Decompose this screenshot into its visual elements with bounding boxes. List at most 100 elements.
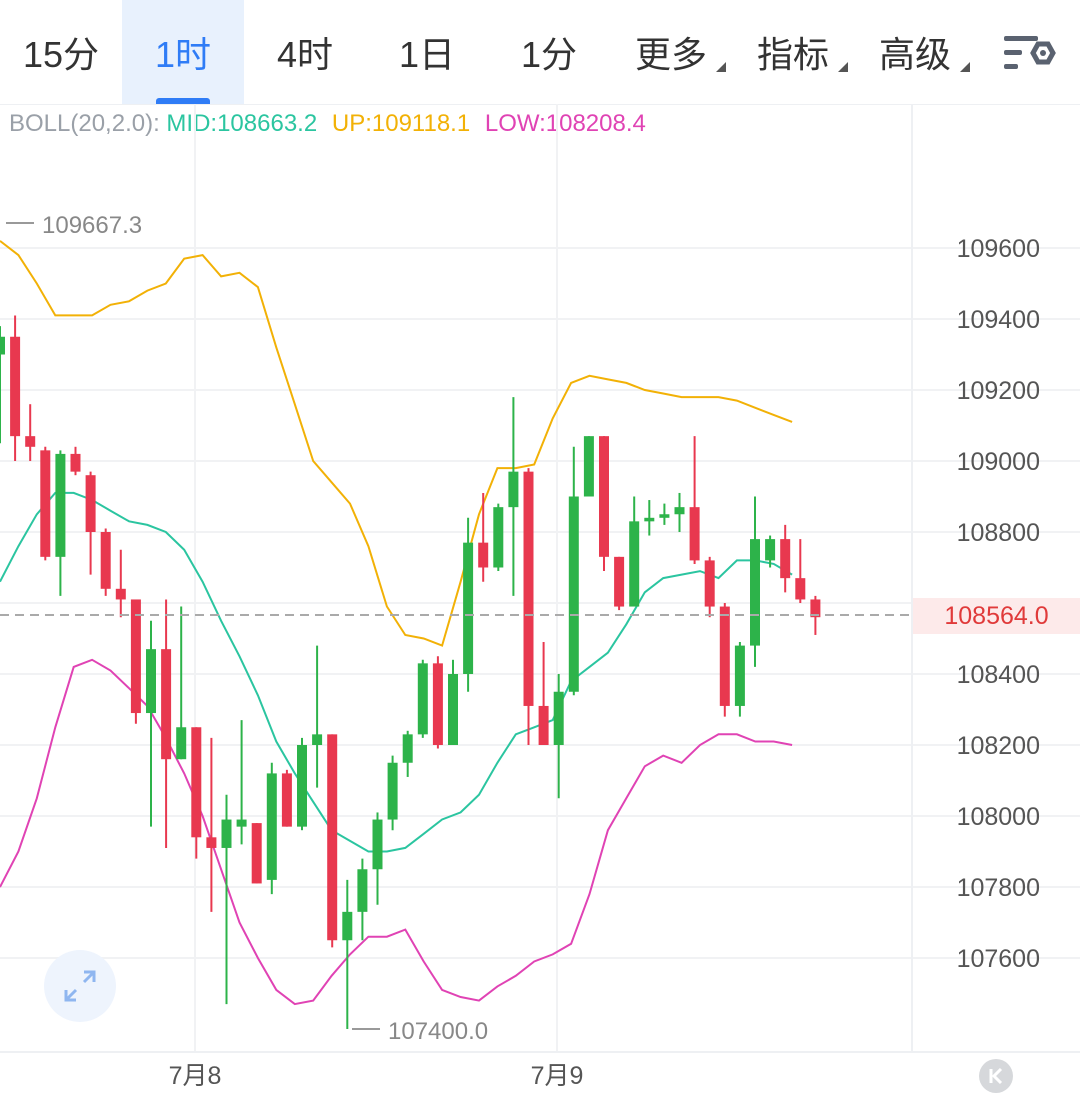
candle-body [719,606,730,706]
boll-lower-line [0,658,793,1006]
tab-1d[interactable]: 1日 [366,0,488,104]
candle-body [372,819,383,870]
fullscreen-button[interactable] [44,950,116,1022]
candle [85,471,96,575]
high-marker: 109667.3 [6,212,142,239]
candle-body [130,599,141,714]
tab-1m[interactable]: 1分 [488,0,610,104]
y-tick-label: 108200 [957,732,1040,760]
tab-label: 更多 [634,34,707,75]
candle-body [750,539,760,646]
candle-body [55,453,66,557]
candle-body [478,542,489,568]
x-tick-label: 7月8 [169,1062,222,1090]
candle-body [266,773,277,880]
tab-label: 4时 [276,34,334,75]
candle-body [251,823,262,884]
candle-body [25,436,36,447]
candle [583,436,594,497]
tab-advanced[interactable]: 高级 [854,0,976,104]
tab-4h[interactable]: 4时 [244,0,366,104]
candle [417,659,428,738]
candle-body [191,727,202,838]
candle [493,503,504,572]
candle-body [689,507,700,561]
candle-body [115,588,126,600]
candle-body [342,911,353,941]
candle [130,599,141,724]
candlestick-chart[interactable]: 109600 109400 109200 109000 108800 108400 1082… [0,104,1080,1100]
candle [432,656,443,749]
candle [478,492,489,582]
candle [750,496,760,667]
candle-body [0,336,5,355]
boll-upper-line [0,240,793,647]
candle-body [493,507,504,568]
candle-body [795,578,806,600]
y-tick-label: 108000 [957,803,1040,831]
dropdown-triangle-icon [960,62,970,72]
low-marker-label: 107400.0 [388,1018,488,1045]
candle [0,326,5,444]
candle-body [176,727,187,760]
candle [463,517,474,692]
candle [599,436,609,572]
low-marker: 107400.0 [352,1018,488,1045]
chart-settings-button[interactable] [1000,30,1060,80]
candle-body [40,450,51,557]
y-axis: 109600 109400 109200 109000 108800 108400 1082… [957,235,1040,973]
candle-body [387,762,398,820]
candle-body [463,542,474,674]
boll-low-value: LOW:108208.4 [484,110,646,137]
candle [281,769,292,827]
high-marker-label: 109667.3 [42,212,142,239]
settings-sliders-icon [1004,36,1056,69]
candle-body [236,819,247,827]
tab-label: 1时 [154,34,212,75]
candle [402,730,413,777]
candle [191,727,202,859]
candle [719,603,730,717]
boll-indicator-legend: BOLL(20,2.0): MID:108663.2 UP:109118.1 L… [9,110,654,138]
candle [161,599,172,848]
candle [387,755,398,831]
candle [176,606,187,760]
tab-label: 1日 [398,34,456,75]
tab-15m[interactable]: 15分 [0,0,122,104]
candles [0,315,821,1029]
scroll-to-latest-button[interactable] [979,1059,1013,1093]
candle [795,539,806,603]
y-tick-label: 108800 [957,519,1040,547]
candle [115,549,126,618]
dropdown-triangle-icon [838,62,848,72]
tab-indicators[interactable]: 指标 [732,0,854,104]
tab-label: 15分 [22,34,100,75]
candle-body [568,496,579,692]
boll-name: BOLL(20,2.0): [9,110,160,137]
candle-body [523,471,534,706]
candle [553,674,564,799]
candle [25,404,36,461]
candle [146,620,156,827]
candle [765,535,776,568]
candle [236,720,247,845]
timeframe-tab-bar: 15分 1时 4时 1日 1分 更多 指标 高级 [0,0,1080,105]
x-tick-label: 7月9 [531,1062,584,1090]
boll-up-value: UP:109118.1 [331,110,471,137]
y-tick-label: 109000 [957,448,1040,476]
candle [266,762,277,895]
tab-1h[interactable]: 1时 [122,0,244,104]
candle [100,528,111,596]
candle [614,556,625,611]
candle [357,858,368,941]
chevron-right-bar-icon [989,1067,1003,1085]
candle [372,812,383,905]
candle [523,468,534,745]
candle [297,737,307,831]
candle-body [357,869,368,912]
tab-more[interactable]: 更多 [610,0,732,104]
candle [55,450,66,596]
candle [568,446,579,696]
candle [629,496,640,607]
candle-body [644,517,655,522]
